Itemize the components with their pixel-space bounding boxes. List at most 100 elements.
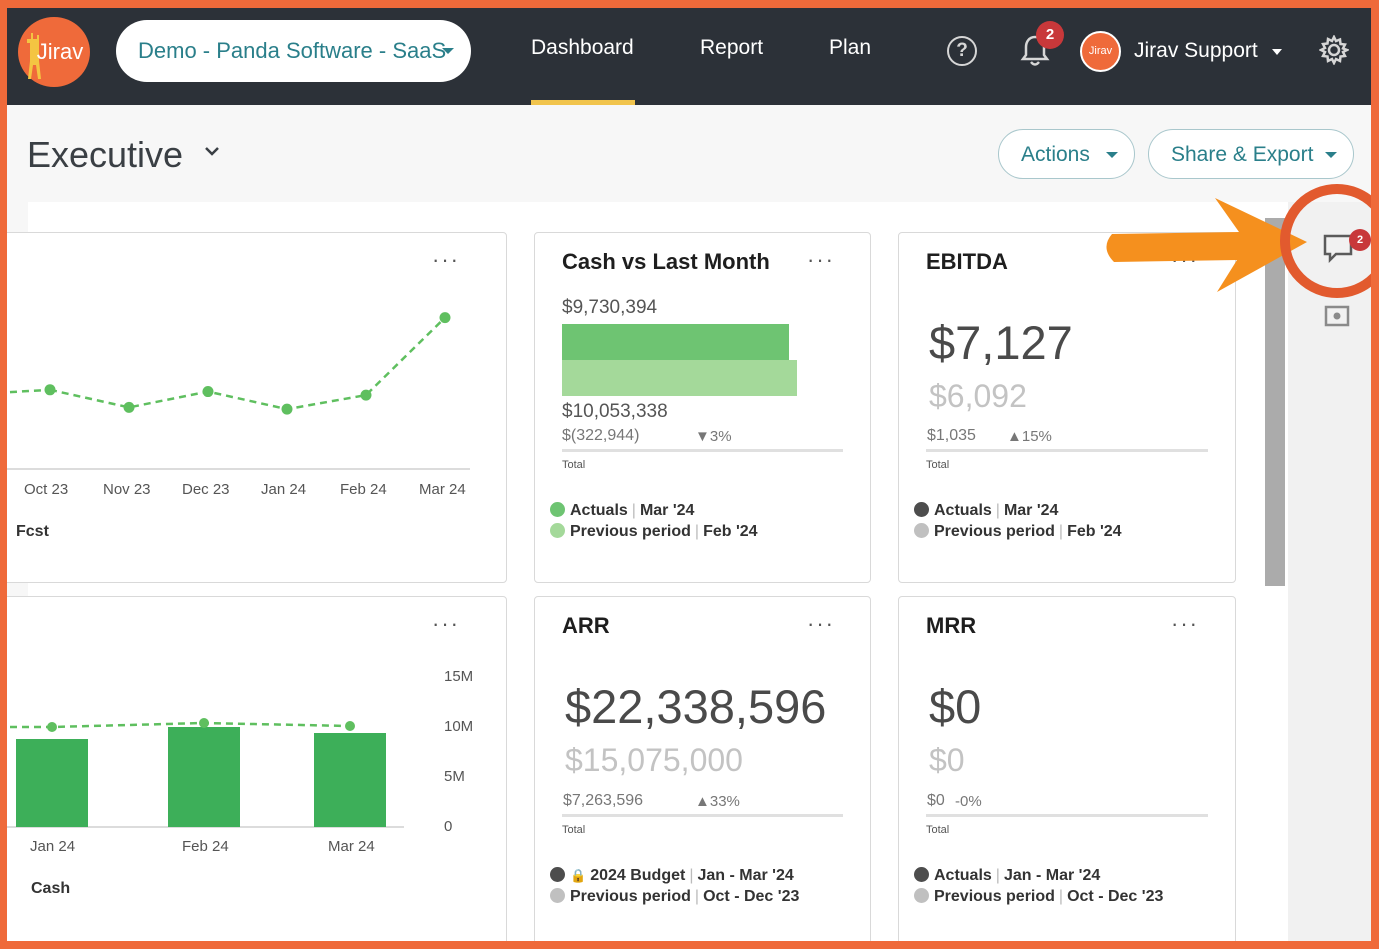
lock-icon: 🔒 (570, 868, 587, 883)
previous-value: $0 (929, 742, 965, 778)
card-menu-icon[interactable]: ··· (807, 247, 835, 272)
current-value: $7,127 (929, 316, 1073, 369)
caret-down-icon (1106, 152, 1118, 158)
x-tick-label: Mar 24 (419, 481, 466, 498)
app-frame: Jirav Demo - Panda Software - SaaS Dashb… (7, 8, 1371, 941)
notification-badge: 2 (1036, 21, 1064, 49)
percent-change: ▲15% (1007, 428, 1052, 445)
help-icon[interactable]: ? (947, 36, 977, 66)
legend-period: Oct - Dec '23 (1067, 888, 1164, 905)
total-divider (926, 449, 1208, 452)
bar (168, 727, 240, 827)
legend-label: Previous period (570, 523, 691, 540)
page-title[interactable]: Executive (27, 134, 184, 175)
data-point (47, 722, 57, 732)
legend-dot (550, 867, 565, 882)
chart-legend: Cash (31, 880, 71, 897)
actions-label: Actions (1021, 143, 1090, 166)
difference-value: $0 (927, 792, 945, 809)
card-title: MRR (926, 613, 977, 638)
current-value: $0 (929, 680, 982, 733)
legend-period: Feb '24 (703, 523, 758, 540)
legend-label: 2024 Budget (590, 867, 686, 884)
mrr-card: MRR ··· $0 $0 $0 -0% Total Actuals | Jan -… (898, 596, 1236, 941)
x-tick-label: Dec 23 (182, 481, 230, 498)
data-point (199, 718, 209, 728)
legend-actuals: Actuals | Jan - Mar '24 (914, 867, 1100, 885)
series-line-edge (7, 388, 51, 394)
card-menu-icon[interactable]: ··· (1171, 247, 1199, 272)
nav-report[interactable]: Report (700, 36, 764, 59)
total-divider (926, 814, 1208, 817)
total-divider (562, 449, 843, 452)
company-selector[interactable]: Demo - Panda Software - SaaS (116, 20, 471, 82)
series-line (7, 721, 351, 729)
cash-vs-last-month-card: Cash vs Last Month ··· $9,730,394 $10,05… (534, 232, 871, 583)
legend-previous: Previous period | Feb '24 (550, 523, 758, 541)
y-tick-label: 5M (444, 768, 465, 785)
y-tick-label: 0 (444, 818, 453, 835)
logo-text: Jirav (36, 39, 84, 64)
gear-icon[interactable] (1319, 35, 1349, 65)
legend-period: Mar '24 (639, 502, 695, 519)
total-divider (562, 814, 843, 817)
difference-value: $1,035 (927, 427, 976, 444)
x-tick-label: Nov 23 (103, 481, 151, 498)
difference-value: $7,263,596 (563, 792, 644, 809)
filter-settings-icon[interactable] (1324, 305, 1350, 327)
legend-label: Actuals (570, 502, 628, 519)
card-title: Cash vs Last Month (562, 249, 770, 274)
x-tick-label: Jan 24 (261, 481, 307, 498)
x-tick-label: Oct 23 (24, 481, 69, 498)
x-tick-label: Mar 24 (328, 838, 375, 855)
data-point (202, 386, 214, 398)
data-point (345, 721, 355, 731)
share-export-button[interactable]: Share & Export (1148, 129, 1354, 179)
data-point (281, 403, 293, 415)
legend-dot (914, 523, 929, 538)
card-title: ARR (562, 613, 610, 638)
chart-legend: Fcst (16, 523, 49, 540)
legend-dot (914, 867, 929, 882)
legend-period: Feb '24 (1067, 523, 1122, 540)
card-menu-icon[interactable]: ··· (1171, 611, 1199, 636)
current-value: $22,338,596 (565, 680, 827, 733)
card-menu-icon[interactable]: ··· (432, 611, 460, 636)
data-point (360, 389, 372, 401)
chevron-down-icon[interactable] (204, 145, 220, 157)
line-chart (7, 312, 470, 470)
legend-dot (550, 523, 565, 538)
nav-dashboard[interactable]: Dashboard (531, 36, 634, 59)
card-title: EBITDA (926, 249, 1008, 274)
bar-chart (7, 718, 404, 828)
card-menu-icon[interactable]: ··· (807, 611, 835, 636)
avatar[interactable]: Jirav (1080, 31, 1121, 72)
jirav-logo[interactable]: Jirav (18, 17, 90, 87)
x-tick-label: Jan 24 (30, 838, 76, 855)
giraffe-icon (27, 33, 41, 79)
x-tick-label: Feb 24 (182, 838, 229, 855)
legend-dot (914, 502, 929, 517)
user-menu[interactable]: Jirav Support (1134, 39, 1258, 62)
bar-chart-card: ··· 15M 10M 5M 0 Jan 24 Feb 24 Mar 24 Ca… (7, 596, 507, 941)
caret-down-icon (442, 48, 454, 54)
active-tab-indicator (531, 100, 635, 105)
legend-period: Jan - Mar '24 (697, 867, 794, 884)
legend-label: Actuals (934, 502, 992, 519)
top-nav: Jirav Demo - Panda Software - SaaS Dashb… (7, 8, 1371, 105)
scrollbar[interactable] (1265, 218, 1285, 586)
legend-label: Previous period (570, 888, 691, 905)
legend-previous: Previous period | Oct - Dec '23 (914, 888, 1163, 906)
nav-plan[interactable]: Plan (829, 36, 872, 59)
total-label: Total (926, 824, 950, 836)
card-menu-icon[interactable]: ··· (432, 247, 460, 272)
actions-button[interactable]: Actions (998, 129, 1135, 179)
legend-previous: Previous period | Oct - Dec '23 (550, 888, 799, 906)
comment-count-badge: 2 (1349, 229, 1371, 251)
legend-period: Oct - Dec '23 (703, 888, 800, 905)
ebitda-card: EBITDA ··· $7,127 $6,092 $1,035 ▲15% Tot… (898, 232, 1236, 583)
x-tick-label: Feb 24 (340, 481, 387, 498)
legend-previous: Previous period | Feb '24 (914, 523, 1122, 541)
previous-value: $10,053,338 (562, 401, 668, 422)
series-line-lead (7, 318, 445, 410)
